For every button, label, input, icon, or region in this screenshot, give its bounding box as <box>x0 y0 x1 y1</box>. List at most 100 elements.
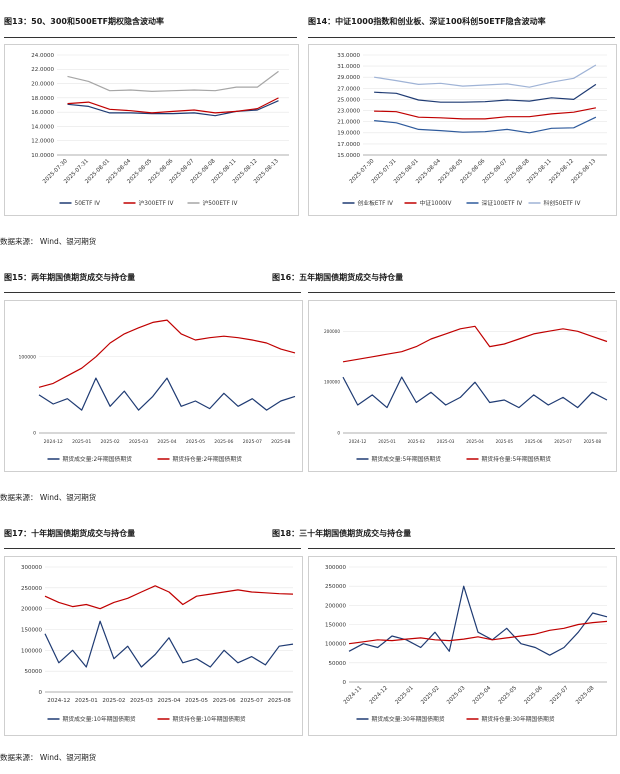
y-tick-label: 0 <box>39 690 43 696</box>
y-tick-label: 15.0000 <box>337 153 360 159</box>
y-tick-label: 50000 <box>25 669 43 675</box>
y-tick-label: 150000 <box>325 622 346 628</box>
chart-panel-15: 0100000200000300000400000500000600000700… <box>4 300 303 472</box>
legend-label: 沪500ETF IV <box>203 199 238 207</box>
x-tick-label: 2024-11 <box>343 685 363 705</box>
y-tick-label: 50000 <box>329 661 347 667</box>
legend-label: 50ETF IV <box>75 201 100 207</box>
x-tick-label: 2025-08 <box>575 685 596 706</box>
legend-label: 科创50ETF IV <box>544 199 581 207</box>
x-tick-label: 2025-06 <box>213 698 236 704</box>
y-tick-label: 17.0000 <box>337 142 360 148</box>
y-tick-label: 200000 <box>21 607 42 613</box>
title-rule <box>4 292 301 293</box>
series-line <box>374 64 597 88</box>
y-tick-label: 29.0000 <box>337 75 360 81</box>
data-source: 数据来源： Wind、银河期货 <box>0 237 97 246</box>
y-tick-label: 23.0000 <box>337 108 360 114</box>
y-tick-label: 16.0000 <box>31 110 54 116</box>
y-tick-label: 25.0000 <box>337 97 360 103</box>
legend-label: 期货持仓量:10年期国债期货 <box>173 715 246 723</box>
y-tick-label: 100000 <box>325 642 346 648</box>
y-tick-label: 22.0000 <box>31 67 54 73</box>
series-line <box>38 319 296 388</box>
series-line <box>38 377 296 411</box>
x-tick-label: 2025-04 <box>466 439 484 444</box>
figure-15-title: 图15：两年期国债期货成交与持仓量 <box>4 273 136 282</box>
legend-label: 期货持仓量:2年期国债期货 <box>173 455 243 463</box>
y-tick-label: 0 <box>343 680 347 686</box>
legend-label: 期货成交量:30年期国债期货 <box>372 715 445 723</box>
x-tick-label: 2025-06 <box>525 439 543 444</box>
x-tick-label: 2025-05 <box>186 439 205 445</box>
x-tick-label: 2024-12 <box>369 685 389 705</box>
y-tick-label: 200000 <box>324 329 340 334</box>
chart-18: 0 50000 100000 150000 200000 250000 300000 2024… <box>325 565 608 723</box>
series-line <box>67 97 279 114</box>
y-tick-label: 300000 <box>21 565 42 571</box>
chart-15: 0100000200000300000400000500000600000700… <box>18 319 296 463</box>
title-rule <box>308 292 615 293</box>
legend-label: 期货持仓量:30年期国债期货 <box>482 715 555 723</box>
x-tick-label: 2025-04 <box>158 698 181 704</box>
legend-label: 期货成交量:5年期国债期货 <box>372 455 442 463</box>
x-tick-label: 2025-07 <box>554 439 572 444</box>
chart-panel-16: 0100000200000300000400000500000600000700… <box>308 300 617 472</box>
x-tick-label: 2025-02 <box>408 439 426 444</box>
title-rule <box>4 37 297 38</box>
chart-16: 0100000200000300000400000500000600000700… <box>324 325 608 463</box>
x-tick-label: 2025-03 <box>129 439 148 445</box>
x-tick-label: 2024-12 <box>44 439 63 445</box>
series-line <box>67 100 279 117</box>
y-tick-label: 100000 <box>324 380 340 385</box>
y-tick-label: 100000 <box>21 648 42 654</box>
y-tick-label: 14.0000 <box>31 124 54 130</box>
y-tick-label: 0 <box>33 431 36 437</box>
legend-label: 沪300ETF IV <box>139 199 174 207</box>
x-tick-label: 2025-08 <box>271 439 290 445</box>
legend-label: 期货持仓量:5年期国债期货 <box>482 455 552 463</box>
x-tick-label: 2025-01 <box>378 439 396 444</box>
series-line <box>348 585 608 656</box>
x-tick-label: 2025-05 <box>496 439 514 444</box>
x-tick-label: 2025-03 <box>437 439 455 444</box>
series-line <box>342 325 608 363</box>
x-tick-label: 2025-01 <box>72 439 91 445</box>
x-tick-label: 2025-02 <box>420 685 440 705</box>
title-rule <box>4 548 301 549</box>
title-rule <box>308 548 615 549</box>
y-tick-label: 10.0000 <box>31 153 54 159</box>
figure-16-title: 图16：五年期国债期货成交与持仓量 <box>272 273 404 282</box>
x-tick-label: 2025-05 <box>185 698 208 704</box>
series-line <box>342 376 608 409</box>
chart-panel-14: 15.0000 17.0000 19.0000 21.0000 23.0000 25.00… <box>308 44 617 216</box>
y-tick-label: 33.0000 <box>337 53 360 59</box>
legend-label: 期货成交量:2年期国债期货 <box>63 455 133 463</box>
series-line <box>44 585 294 610</box>
chart-panel-17: 0 50000 100000 150000 200000 250000 300000 2024… <box>4 556 303 736</box>
x-tick-label: 2025-07 <box>549 685 570 706</box>
chart-panel-13: 10.0000 12.0000 14.0000 16.0000 18.0000 20.00… <box>4 44 299 216</box>
y-tick-label: 20.0000 <box>31 81 54 87</box>
x-tick-label: 2025-01 <box>75 698 98 704</box>
x-tick-label: 2025-01 <box>394 685 414 705</box>
figure-13-title: 图13：50、300和500ETF期权隐含波动率 <box>4 17 165 26</box>
legend-label: 创业板ETF IV <box>358 199 393 207</box>
chart-14: 15.0000 17.0000 19.0000 21.0000 23.0000 25.00… <box>337 53 607 207</box>
legend-label: 中证1000IV <box>420 199 452 207</box>
y-tick-label: 0 <box>337 430 340 435</box>
y-tick-label: 31.0000 <box>337 64 360 70</box>
y-tick-label: 18.0000 <box>31 96 54 102</box>
x-tick-label: 2025-07 <box>240 698 263 704</box>
title-rule <box>308 37 615 38</box>
series-line <box>374 116 597 134</box>
x-tick-label: 2025-07 <box>243 439 262 445</box>
y-tick-label: 150000 <box>21 627 42 633</box>
y-tick-label: 27.0000 <box>337 86 360 92</box>
data-source: 数据来源： Wind、银河期货 <box>0 493 97 502</box>
y-tick-label: 19.0000 <box>337 131 360 137</box>
figure-18-title: 图18：三十年期国债期货成交与持仓量 <box>272 529 412 538</box>
x-tick-label: 2024-12 <box>47 698 70 704</box>
x-tick-label: 2025-03 <box>130 698 153 704</box>
x-tick-label: 2025-05 <box>498 685 519 706</box>
